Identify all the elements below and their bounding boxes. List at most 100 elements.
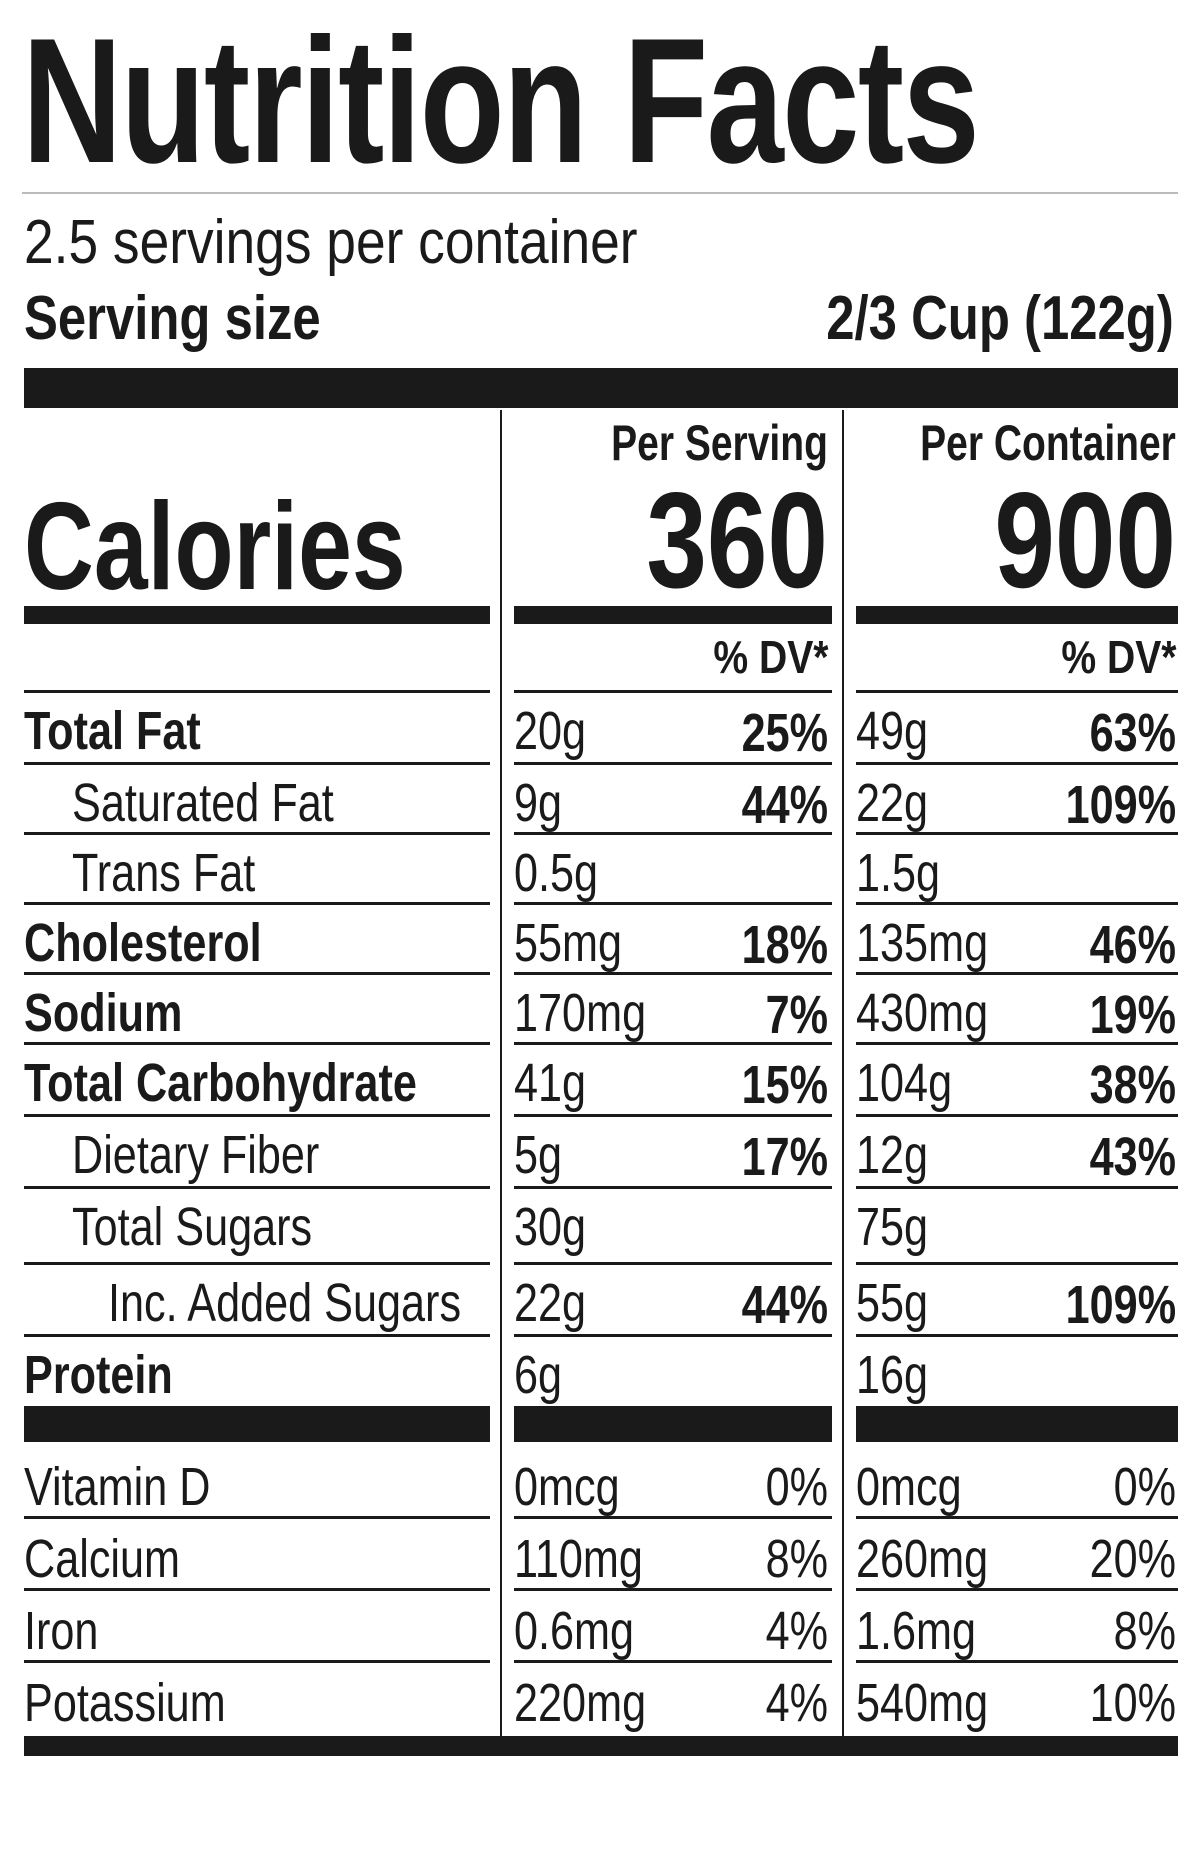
row-rule-total-sugars-0	[24, 1262, 490, 1265]
row-rule-total-carbohydrate-0	[24, 1114, 490, 1117]
serving-amount-vitamin-d: 0mcg	[514, 1457, 620, 1517]
container-dv-vitamin-d: 0%	[1113, 1457, 1176, 1517]
calories-per-container: 900	[994, 464, 1176, 616]
serving-amount-total-sugars: 30g	[514, 1197, 587, 1257]
row-rule-inc-added-sugars-1	[514, 1334, 832, 1337]
row-rule-inc-added-sugars-0	[24, 1334, 490, 1337]
nutrient-name-sodium: Sodium	[24, 983, 183, 1043]
row-rule-total-fat-1	[514, 762, 832, 765]
container-dv-dietary-fiber: 43%	[1089, 1127, 1176, 1187]
calories-per-serving: 360	[646, 464, 828, 616]
title-divider	[22, 192, 1178, 194]
serving-amount-cholesterol: 55mg	[514, 913, 623, 973]
container-dv-sodium: 19%	[1089, 985, 1176, 1045]
nutrient-name-inc-added-sugars: Inc. Added Sugars	[108, 1273, 462, 1333]
serving-amount-potassium: 220mg	[514, 1673, 647, 1733]
row-rule-cholesterol-2	[856, 972, 1178, 975]
container-amount-sodium: 430mg	[856, 983, 989, 1043]
container-amount-potassium: 540mg	[856, 1673, 989, 1733]
serving-size-value: 2/3 Cup (122g)	[826, 284, 1174, 353]
row-rule-header-2	[856, 690, 1178, 693]
vitamin-name-iron: Iron	[24, 1601, 99, 1661]
row-rule-total-carbohydrate-1	[514, 1114, 832, 1117]
vitamin-rule-vitamin-d-0	[24, 1516, 490, 1519]
column-divider-container	[842, 410, 844, 1736]
serving-amount-dietary-fiber: 5g	[514, 1125, 563, 1185]
vitamin-rule-iron-0	[24, 1660, 490, 1663]
serving-size-label: Serving size	[24, 284, 321, 353]
row-rule-saturated-fat-1	[514, 832, 832, 835]
column-divider-serving	[500, 410, 502, 1736]
container-amount-trans-fat: 1.5g	[856, 843, 941, 903]
serving-dv-dietary-fiber: 17%	[741, 1127, 828, 1187]
serving-amount-calcium: 110mg	[514, 1529, 643, 1589]
row-rule-header-1	[514, 690, 832, 693]
row-rule-sodium-1	[514, 1042, 832, 1045]
serving-dv-vitamin-d: 0%	[765, 1457, 828, 1517]
nutrient-name-cholesterol: Cholesterol	[24, 913, 262, 973]
row-rule-sodium-2	[856, 1042, 1178, 1045]
serving-dv-cholesterol: 18%	[741, 915, 828, 975]
nutrient-name-protein: Protein	[24, 1345, 173, 1405]
vitamin-rule-calcium-0	[24, 1588, 490, 1591]
nutrient-name-total-carbohydrate: Total Carbohydrate	[24, 1053, 417, 1113]
row-rule-saturated-fat-0	[24, 832, 490, 835]
vitamin-rule-calcium-1	[514, 1588, 832, 1591]
per-serving-header: Per Serving	[611, 415, 828, 471]
serving-amount-iron: 0.6mg	[514, 1601, 635, 1661]
serving-dv-iron: 4%	[765, 1601, 828, 1661]
calories-divider-label	[24, 606, 490, 624]
container-amount-iron: 1.6mg	[856, 1601, 977, 1661]
vitamin-name-calcium: Calcium	[24, 1529, 181, 1589]
serving-dv-calcium: 8%	[765, 1529, 828, 1589]
row-rule-header-0	[24, 690, 490, 693]
vitamin-name-potassium: Potassium	[24, 1673, 226, 1733]
container-amount-vitamin-d: 0mcg	[856, 1457, 962, 1517]
row-rule-inc-added-sugars-2	[856, 1334, 1178, 1337]
serving-amount-sodium: 170mg	[514, 983, 647, 1043]
thick-divider-vitamins-0	[24, 1406, 490, 1442]
row-rule-total-carbohydrate-2	[856, 1114, 1178, 1117]
vitamin-name-vitamin-d: Vitamin D	[24, 1457, 211, 1517]
nutrient-name-trans-fat: Trans Fat	[72, 843, 256, 903]
serving-dv-total-carbohydrate: 15%	[741, 1055, 828, 1115]
thick-divider-top	[24, 368, 1178, 408]
row-rule-total-fat-2	[856, 762, 1178, 765]
row-rule-dietary-fiber-2	[856, 1186, 1178, 1189]
calories-divider-serving	[514, 606, 832, 624]
vitamin-rule-vitamin-d-2	[856, 1516, 1178, 1519]
serving-amount-total-carbohydrate: 41g	[514, 1053, 587, 1113]
serving-dv-saturated-fat: 44%	[741, 775, 828, 835]
container-dv-saturated-fat: 109%	[1065, 775, 1177, 835]
calories-divider-container	[856, 606, 1178, 624]
container-dv-calcium: 20%	[1089, 1529, 1176, 1589]
container-amount-calcium: 260mg	[856, 1529, 989, 1589]
row-rule-sodium-0	[24, 1042, 490, 1045]
serving-amount-total-fat: 20g	[514, 701, 587, 761]
container-dv-total-fat: 63%	[1089, 703, 1176, 763]
row-rule-dietary-fiber-1	[514, 1186, 832, 1189]
dv-header-container: % DV*	[1060, 631, 1176, 683]
thick-divider-vitamins-1	[514, 1406, 832, 1442]
vitamin-rule-vitamin-d-1	[514, 1516, 832, 1519]
row-rule-trans-fat-0	[24, 902, 490, 905]
nutrient-name-total-sugars: Total Sugars	[72, 1197, 313, 1257]
row-rule-trans-fat-1	[514, 902, 832, 905]
row-rule-total-sugars-2	[856, 1262, 1178, 1265]
thick-divider-bottom	[24, 1736, 1178, 1756]
serving-amount-inc-added-sugars: 22g	[514, 1273, 587, 1333]
thick-divider-vitamins-2	[856, 1406, 1178, 1442]
container-dv-potassium: 10%	[1089, 1673, 1176, 1733]
nutrient-name-dietary-fiber: Dietary Fiber	[72, 1125, 320, 1185]
container-amount-cholesterol: 135mg	[856, 913, 989, 973]
container-amount-dietary-fiber: 12g	[856, 1125, 929, 1185]
vitamin-rule-calcium-2	[856, 1588, 1178, 1591]
serving-dv-potassium: 4%	[765, 1673, 828, 1733]
row-rule-saturated-fat-2	[856, 832, 1178, 835]
row-rule-cholesterol-1	[514, 972, 832, 975]
container-amount-total-carbohydrate: 104g	[856, 1053, 953, 1113]
row-rule-total-sugars-1	[514, 1262, 832, 1265]
container-amount-saturated-fat: 22g	[856, 773, 929, 833]
row-rule-dietary-fiber-0	[24, 1186, 490, 1189]
serving-amount-saturated-fat: 9g	[514, 773, 563, 833]
